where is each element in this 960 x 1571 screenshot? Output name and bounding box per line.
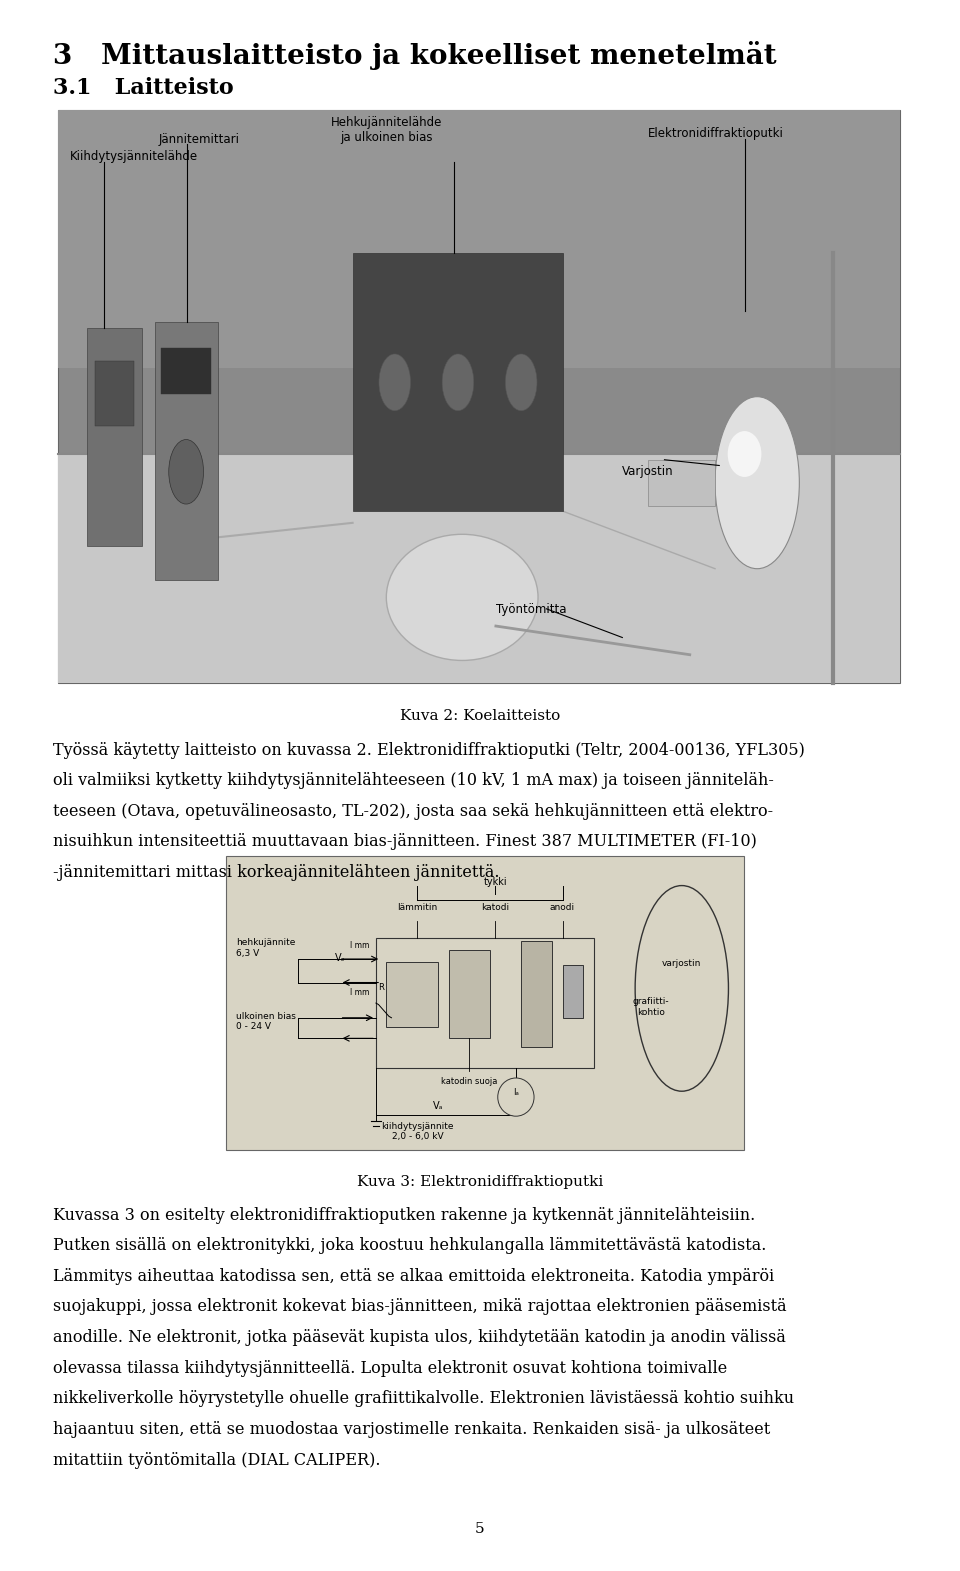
Text: 5: 5 [475, 1522, 485, 1536]
Text: I mm: I mm [350, 988, 370, 998]
Text: teeseen (Otava, opetuvälineosasto, TL-202), josta saa sekä hehkujännitteen että : teeseen (Otava, opetuvälineosasto, TL-20… [53, 803, 773, 820]
Bar [648, 460, 715, 506]
Text: olevassa tilassa kiihdytysjännitteellä. Lopulta elektronit osuvat kohtiona toimi: olevassa tilassa kiihdytysjännitteellä. … [53, 1359, 727, 1376]
Bar [58, 454, 900, 683]
Text: Varjostin: Varjostin [622, 465, 674, 479]
Text: grafiitti-
kohtio: grafiitti- kohtio [633, 998, 669, 1016]
Text: tykki: tykki [483, 877, 507, 886]
Text: hajaantuu siten, että se muodostaa varjostimelle renkaita. Renkaiden sisä- ja ul: hajaantuu siten, että se muodostaa varjo… [53, 1420, 770, 1437]
Text: Kuvassa 3 on esitelty elektronidiffraktioputken rakenne ja kytkennät jänniteläht: Kuvassa 3 on esitelty elektronidiffrakti… [53, 1207, 756, 1224]
Text: -jännitemittari mittasi korkeajännitelähteen jännitettä.: -jännitemittari mittasi korkeajänniteläh… [53, 864, 499, 881]
Bar [161, 347, 211, 394]
Ellipse shape [443, 353, 474, 410]
Text: Työntömitta: Työntömitta [496, 603, 566, 616]
Ellipse shape [728, 430, 761, 478]
Text: Vₑ: Vₑ [334, 954, 346, 963]
Ellipse shape [169, 440, 204, 504]
Text: 3   Mittauslaitteisto ja kokeelliset menetelmät: 3 Mittauslaitteisto ja kokeelliset menet… [53, 41, 777, 69]
Text: nikkeliverkolle höyrystetylle ohuelle grafiittikalvolle. Elektronien lävistäessä: nikkeliverkolle höyrystetylle ohuelle gr… [53, 1390, 794, 1408]
Text: Lämmitys aiheuttaa katodissa sen, että se alkaa emittoida elektroneita. Katodia : Lämmitys aiheuttaa katodissa sen, että s… [53, 1268, 774, 1285]
Text: Vₐ: Vₐ [433, 1101, 444, 1111]
Bar [386, 961, 438, 1026]
Text: anodi: anodi [550, 903, 575, 913]
Bar [376, 938, 593, 1068]
Ellipse shape [379, 353, 411, 410]
Text: katodi: katodi [481, 903, 509, 913]
Text: varjostin: varjostin [662, 958, 702, 968]
Text: Kuva 2: Koelaitteisto: Kuva 2: Koelaitteisto [400, 709, 560, 723]
Ellipse shape [498, 1078, 534, 1115]
Text: mitattiin työntömitalla (DIAL CALIPER).: mitattiin työntömitalla (DIAL CALIPER). [53, 1452, 380, 1469]
Bar [448, 950, 490, 1038]
Text: kiihdytysjännite
2,0 - 6,0 kV: kiihdytysjännite 2,0 - 6,0 kV [381, 1122, 454, 1142]
Text: Kuva 3: Elektronidiffraktioputki: Kuva 3: Elektronidiffraktioputki [357, 1175, 603, 1189]
Ellipse shape [386, 534, 538, 660]
Text: I mm: I mm [350, 941, 370, 950]
Bar [87, 328, 142, 545]
Bar [521, 941, 552, 1048]
Bar [226, 856, 744, 1150]
Text: ulkoinen bias
0 - 24 V: ulkoinen bias 0 - 24 V [236, 1012, 296, 1031]
Text: lämmitin: lämmitin [397, 903, 438, 913]
Text: nisuihkun intensiteettiä muuttavaan bias-jännitteen. Finest 387 MULTIMETER (FI-1: nisuihkun intensiteettiä muuttavaan bias… [53, 833, 756, 850]
Bar [155, 322, 218, 580]
Bar [563, 965, 584, 1018]
Bar [58, 110, 900, 368]
Ellipse shape [715, 397, 800, 569]
Bar [58, 110, 900, 683]
Text: R: R [378, 982, 384, 991]
Text: Kiihdytysjännitelähde: Kiihdytysjännitelähde [70, 151, 199, 163]
Text: suojakuppi, jossa elektronit kokevat bias-jännitteen, mikä rajottaa elektronien : suojakuppi, jossa elektronit kokevat bia… [53, 1298, 786, 1315]
Ellipse shape [505, 353, 537, 410]
Text: Jännitemittari: Jännitemittari [158, 134, 240, 146]
Text: Putken sisällä on elektronitykki, joka koostuu hehkulangalla lämmitettävästä kat: Putken sisällä on elektronitykki, joka k… [53, 1238, 766, 1254]
Text: 3.1   Laitteisto: 3.1 Laitteisto [53, 77, 233, 99]
Bar [95, 361, 133, 426]
Bar [352, 253, 564, 512]
Text: anodille. Ne elektronit, jotka pääsevät kupista ulos, kiihdytetään katodin ja an: anodille. Ne elektronit, jotka pääsevät … [53, 1329, 785, 1346]
Text: Elektronidiffraktioputki: Elektronidiffraktioputki [648, 127, 783, 140]
Text: hehkujännite
6,3 V: hehkujännite 6,3 V [236, 938, 296, 958]
Text: Työssä käytetty laitteisto on kuvassa 2. Elektronidiffraktioputki (Teltr, 2004-0: Työssä käytetty laitteisto on kuvassa 2.… [53, 742, 804, 759]
Text: oli valmiiksi kytketty kiihdytysjännitelähteeseen (10 kV, 1 mA max) ja toiseen j: oli valmiiksi kytketty kiihdytysjännitel… [53, 773, 774, 789]
Text: Hehkujännitelähde
ja ulkoinen bias: Hehkujännitelähde ja ulkoinen bias [330, 116, 442, 143]
Text: katodin suoja: katodin suoja [441, 1076, 497, 1086]
Text: Iₐ: Iₐ [513, 1089, 518, 1097]
